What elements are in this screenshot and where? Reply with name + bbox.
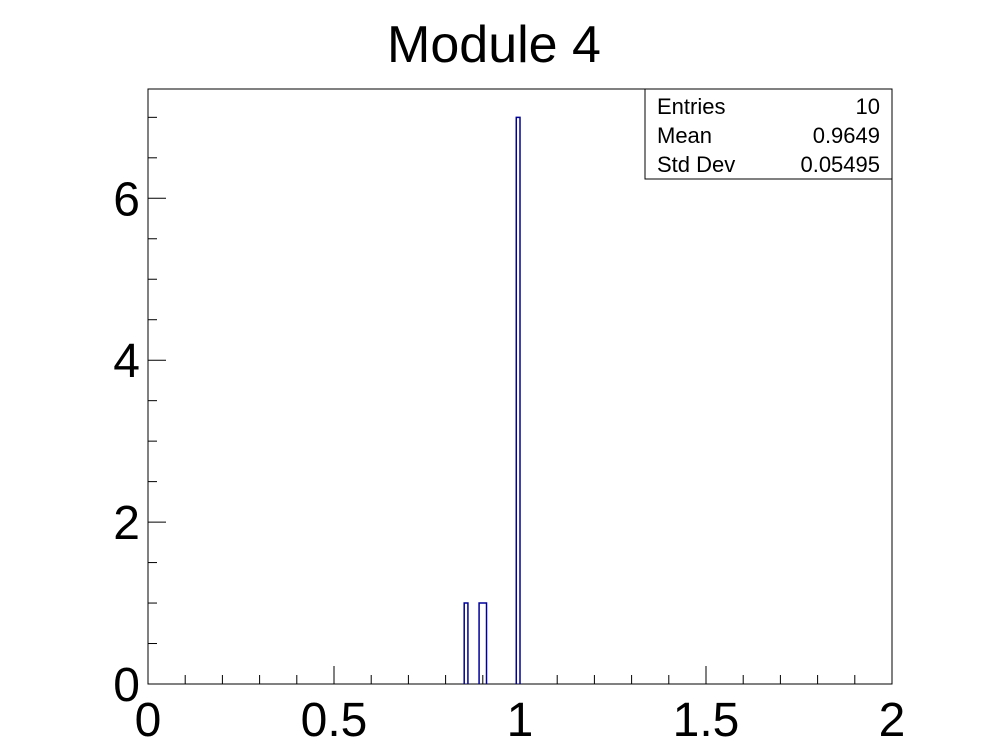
- y-tick-label: 6: [113, 173, 140, 226]
- histogram-bins: [463, 116, 521, 684]
- x-tick-label: 0.5: [301, 694, 368, 744]
- x-tick-label: 2: [879, 694, 906, 744]
- stats-entries-value: 10: [856, 94, 880, 119]
- x-tick-label: 1.5: [673, 694, 740, 744]
- stats-mean-label: Mean: [657, 123, 712, 148]
- y-tick-label: 4: [113, 335, 140, 388]
- x-tick-label: 1: [507, 694, 534, 744]
- y-tick-labels: 0 2 4 6: [113, 173, 140, 712]
- y-tick-label: 2: [113, 497, 140, 550]
- histogram-bin: [515, 116, 521, 684]
- stats-box: Entries 10 Mean 0.9649 Std Dev 0.05495: [644, 88, 893, 180]
- stats-box-frame: [644, 88, 893, 180]
- histogram-bin: [463, 602, 469, 684]
- stats-stddev-value: 0.05495: [800, 152, 880, 177]
- stats-entries-label: Entries: [657, 94, 725, 119]
- x-tick-label: 0: [135, 694, 162, 744]
- stats-mean-value: 0.9649: [813, 123, 880, 148]
- x-tick-labels: 0 0.5 1 1.5 2: [135, 694, 906, 744]
- axis-ticks: [147, 116, 893, 685]
- y-tick-label: 0: [113, 659, 140, 712]
- histogram-bin: [478, 602, 488, 684]
- stats-stddev-label: Std Dev: [657, 152, 735, 177]
- chart-title: Module 4: [387, 16, 601, 74]
